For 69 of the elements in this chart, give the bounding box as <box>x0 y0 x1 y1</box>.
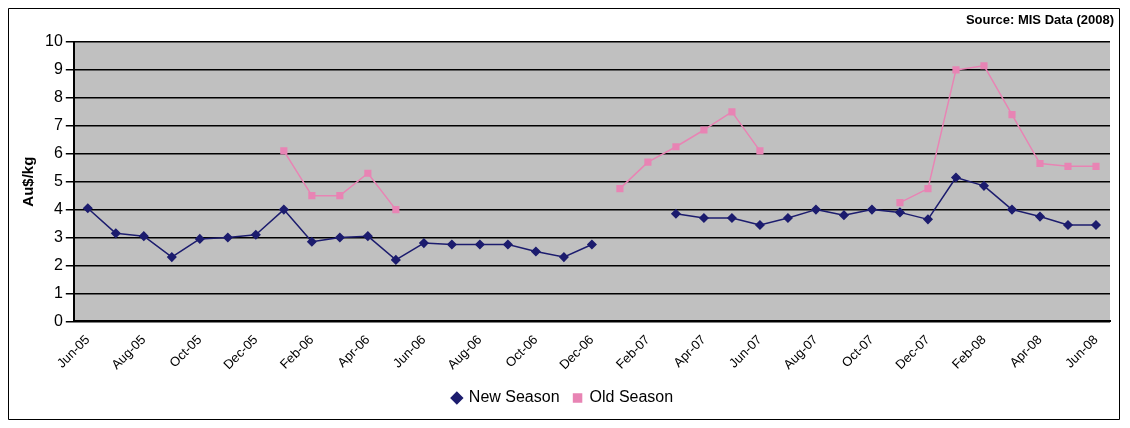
point <box>755 220 765 230</box>
y-tick-label: 2 <box>53 255 63 273</box>
point <box>1036 159 1044 168</box>
point <box>363 231 373 241</box>
point <box>336 192 344 200</box>
point <box>979 181 989 191</box>
point <box>924 185 932 193</box>
y-tick-label: 0 <box>53 311 63 329</box>
point <box>308 192 316 200</box>
y-tick-label: 1 <box>53 283 63 301</box>
point <box>475 239 485 250</box>
point <box>1091 220 1101 230</box>
point <box>811 204 821 215</box>
point <box>587 239 597 250</box>
point <box>700 126 708 134</box>
point <box>1064 162 1072 170</box>
point <box>1035 211 1045 222</box>
y-tick-label: 3 <box>53 227 63 245</box>
point <box>923 214 933 225</box>
point <box>756 147 764 155</box>
point <box>867 204 877 215</box>
point <box>728 108 736 116</box>
point <box>223 232 233 243</box>
point <box>559 252 569 262</box>
y-tick-label: 4 <box>53 200 63 217</box>
point <box>699 213 709 223</box>
point <box>447 239 457 250</box>
legend-label: Old Season <box>589 388 674 406</box>
point <box>167 252 177 262</box>
point <box>307 236 317 247</box>
point <box>195 234 205 244</box>
point <box>951 172 961 183</box>
point <box>392 206 400 214</box>
y-tick-label: 5 <box>53 172 63 190</box>
legend-label: New Season <box>468 388 560 406</box>
point <box>1007 204 1017 215</box>
point <box>503 239 513 250</box>
point <box>783 213 793 223</box>
point <box>672 143 680 151</box>
point <box>1008 111 1016 119</box>
point <box>616 185 624 193</box>
point <box>364 169 372 177</box>
point <box>644 158 652 166</box>
point <box>279 204 289 215</box>
y-tick-label: 7 <box>53 116 63 134</box>
point <box>83 203 93 213</box>
point <box>839 210 849 220</box>
point <box>952 66 960 74</box>
y-tick-label: 9 <box>53 60 63 78</box>
point <box>280 147 288 155</box>
point <box>980 62 988 70</box>
point <box>1092 162 1100 170</box>
source-note: Source: MIS Data (2008) <box>965 12 1114 28</box>
point <box>335 232 345 243</box>
y-tick-label: 6 <box>53 144 63 162</box>
point <box>111 228 121 239</box>
point <box>671 209 681 219</box>
point <box>251 229 261 240</box>
y-axis-title: Au$/kg <box>19 156 37 207</box>
point <box>391 255 401 265</box>
point <box>139 231 149 241</box>
y-tick-label: 10 <box>45 32 63 50</box>
point <box>727 213 737 223</box>
point <box>531 246 541 257</box>
point <box>895 207 905 218</box>
point <box>1063 220 1073 230</box>
point <box>419 238 429 248</box>
y-tick-label: 8 <box>53 88 63 106</box>
point <box>896 199 904 207</box>
